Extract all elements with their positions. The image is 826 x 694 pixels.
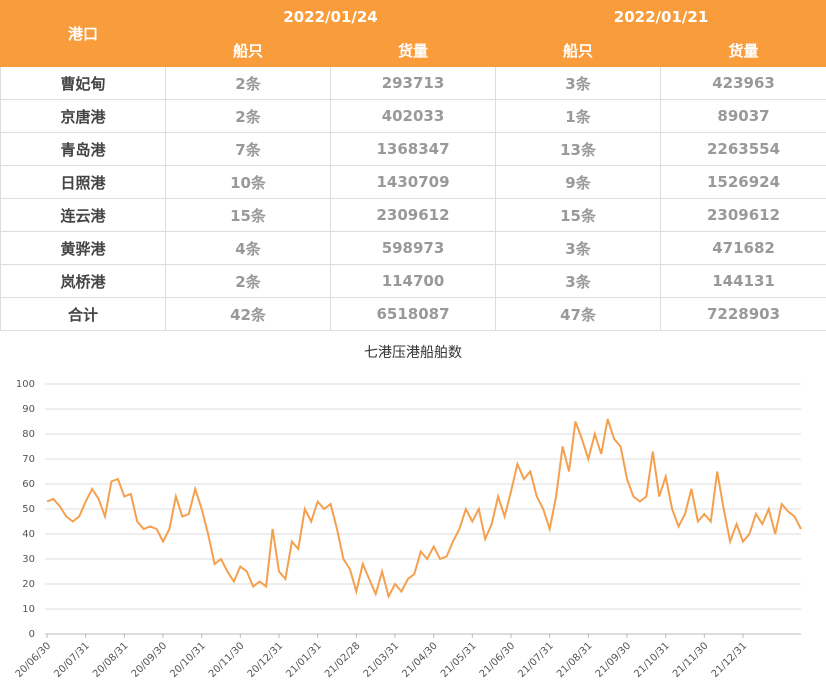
- table-row: 曹妃甸 2条 293713 3条 423963: [0, 66, 826, 100]
- table-cell: 2309612: [329, 198, 497, 232]
- x-tick-label: 21/07/31: [516, 640, 556, 680]
- table-cell: 6518087: [329, 297, 497, 331]
- table-cell: 岚桥港: [0, 264, 166, 298]
- header-cell: 2022/01/24: [164, 0, 497, 34]
- x-tick-label: 21/06/30: [478, 640, 518, 680]
- x-tick-label: 21/12/31: [710, 640, 750, 680]
- x-tick-label: 21/03/31: [362, 640, 402, 680]
- x-tick-label: 20/12/31: [246, 640, 286, 680]
- x-tick-label: 21/09/30: [594, 640, 634, 680]
- table-cell: 2309612: [660, 198, 826, 232]
- y-tick-label: 70: [22, 454, 35, 465]
- x-tick-label: 20/06/30: [14, 640, 54, 680]
- y-tick-label: 100: [16, 379, 35, 390]
- table-cell: 47条: [495, 297, 662, 331]
- x-tick-label: 21/01/31: [284, 640, 324, 680]
- table-row: 连云港 15条 2309612 15条 2309612: [0, 198, 826, 232]
- table-cell: 2条: [165, 66, 331, 100]
- table-cell: 471682: [660, 231, 826, 265]
- x-tick-label: 20/08/31: [91, 640, 131, 680]
- y-tick-label: 20: [22, 579, 35, 590]
- table-cell: 1条: [495, 99, 662, 133]
- table-cell: 1430709: [329, 165, 497, 199]
- table-cell: 15条: [165, 198, 331, 232]
- header-cell: 货量: [660, 33, 826, 67]
- table-cell: 1368347: [329, 132, 497, 166]
- table-cell: 13条: [495, 132, 662, 166]
- table-cell: 京唐港: [0, 99, 166, 133]
- table-cell: 1526924: [660, 165, 826, 199]
- table-row: 京唐港 2条 402033 1条 89037: [0, 99, 826, 133]
- table-row: 青岛港 7条 1368347 13条 2263554: [0, 132, 826, 166]
- table-row: 合计 42条 6518087 47条 7228903: [0, 297, 826, 331]
- x-tick-label: 20/11/30: [207, 640, 247, 680]
- table-cell: 3条: [495, 66, 662, 100]
- x-tick-label: 21/08/31: [555, 640, 595, 680]
- y-tick-label: 80: [22, 429, 35, 440]
- table-cell: 402033: [329, 99, 497, 133]
- table-cell: 7条: [165, 132, 331, 166]
- chart-title: 七港压港船舶数: [364, 345, 462, 361]
- header-cell: 船只: [495, 33, 662, 67]
- table-cell: 4条: [165, 231, 331, 265]
- y-tick-label: 10: [22, 604, 35, 615]
- x-tick-label: 20/09/30: [130, 640, 170, 680]
- table-cell: 2条: [165, 264, 331, 298]
- table-cell: 连云港: [0, 198, 166, 232]
- table-cell: 3条: [495, 264, 662, 298]
- header-cell: 港口: [0, 0, 166, 67]
- x-tick-label: 21/04/30: [400, 640, 440, 680]
- table-cell: 423963: [660, 66, 826, 100]
- table-cell: 合计: [0, 297, 166, 331]
- table-cell: 15条: [495, 198, 662, 232]
- header-cell: 货量: [329, 33, 497, 67]
- table-cell: 日照港: [0, 165, 166, 199]
- y-tick-label: 30: [22, 554, 35, 565]
- table-row: 岚桥港 2条 114700 3条 144131: [0, 264, 826, 298]
- table-cell: 293713: [329, 66, 497, 100]
- table-cell: 42条: [165, 297, 331, 331]
- table-cell: 7228903: [660, 297, 826, 331]
- table-cell: 3条: [495, 231, 662, 265]
- table-cell: 10条: [165, 165, 331, 199]
- table-cell: 曹妃甸: [0, 66, 166, 100]
- y-tick-label: 40: [22, 529, 35, 540]
- header-cell: 2022/01/21: [495, 0, 826, 34]
- table-cell: 2263554: [660, 132, 826, 166]
- table-row: 日照港 10条 1430709 9条 1526924: [0, 165, 826, 199]
- x-tick-label: 21/11/30: [671, 640, 711, 680]
- header-row: 港口 2022/01/24 2022/01/21: [0, 0, 826, 67]
- table-cell: 9条: [495, 165, 662, 199]
- x-tick-label: 20/07/31: [52, 640, 92, 680]
- table-cell: 黄骅港: [0, 231, 166, 265]
- header-cell: 船只: [165, 33, 331, 67]
- y-tick-label: 90: [22, 404, 35, 415]
- y-tick-label: 50: [22, 504, 35, 515]
- y-tick-label: 60: [22, 479, 35, 490]
- y-tick-label: 0: [29, 629, 35, 640]
- table-cell: 2条: [165, 99, 331, 133]
- table-cell: 青岛港: [0, 132, 166, 166]
- port-table: 港口 2022/01/24 2022/01/21 船只 货量 船只 货量 曹妃甸…: [0, 0, 826, 331]
- x-tick-label: 21/10/31: [632, 640, 672, 680]
- x-tick-label: 20/10/31: [168, 640, 208, 680]
- table-cell: 144131: [660, 264, 826, 298]
- table-row: 黄骅港 4条 598973 3条 471682: [0, 231, 826, 265]
- table-cell: 89037: [660, 99, 826, 133]
- x-tick-label: 21/02/28: [323, 640, 363, 680]
- x-tick-label: 21/05/31: [439, 640, 479, 680]
- table-body: 港口 2022/01/24 2022/01/21 船只 货量 船只 货量 曹妃甸…: [0, 0, 826, 331]
- table-cell: 114700: [329, 264, 497, 298]
- header-row: 船只 货量 船只 货量: [1, 33, 826, 67]
- data-line: [46, 418, 802, 600]
- table-cell: 598973: [329, 231, 497, 265]
